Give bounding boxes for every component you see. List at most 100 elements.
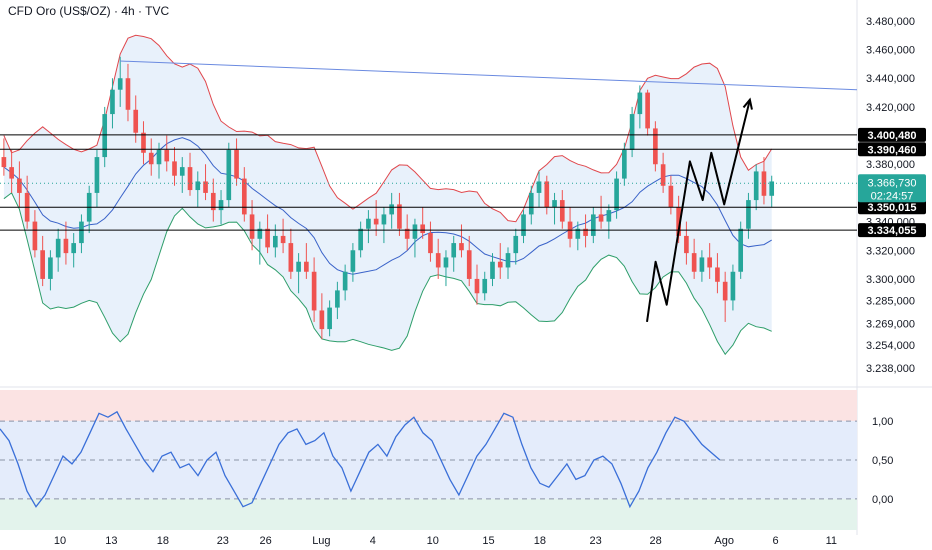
candle [513,228,519,265]
candle-body [536,181,542,193]
candle [583,214,588,248]
candle [769,175,775,208]
candle-body [474,278,480,294]
time-tick-label: 26 [260,535,272,547]
candle [753,164,759,211]
candle-body [102,114,108,158]
candle-body [575,228,581,239]
time-axis: 10 13 18 23 26 Lug 4 10 15 18 23 28 Ago 6 11 [54,535,837,547]
candle-body [614,178,619,211]
candle [71,233,77,268]
candle-body [172,161,177,176]
candle-body [265,228,270,248]
candle-body [141,132,146,153]
candle-body [404,228,410,239]
candle [366,210,371,244]
price-tick-label: 3.460,000 [866,45,915,57]
candle [746,192,751,239]
candle-body [684,235,689,254]
candle [117,56,123,107]
candle [598,195,604,229]
candle [451,235,457,272]
candle [490,253,495,287]
candle [335,281,340,320]
candle [389,192,394,229]
candle [156,142,162,179]
candle [40,235,45,287]
rsi-line [0,410,721,509]
chart-title: CFD Oro (US$/OZ) · 4h · TVC [8,4,170,18]
price-tick-label: 3.440,000 [866,73,915,85]
price-tick-label: 3.480,000 [866,16,915,28]
candle-body [629,114,635,150]
candle-body [257,228,263,239]
candle-body [179,167,185,176]
candle-body [55,238,61,258]
time-tick-label: 10 [54,535,66,547]
candle [637,85,643,129]
candle-body [428,233,433,254]
candle [622,142,627,186]
candle-body [296,261,301,272]
candle [505,247,511,279]
candle-body [218,200,224,211]
candle-body [366,218,371,229]
candle [296,253,301,294]
candle-body [210,192,216,211]
price-tick-label: 3.254,000 [866,340,915,352]
candle-body [753,171,759,201]
candle [684,221,689,265]
candle-body [676,207,681,236]
candle [536,171,542,208]
candle [48,250,53,291]
rsi-band-upper [0,390,857,422]
candle-body [435,253,441,268]
candle-body [226,149,232,201]
candle-body [335,290,340,308]
candle-body [637,92,643,115]
trendline [119,60,858,91]
time-tick-label: 11 [826,535,837,547]
time-tick-label: 18 [157,535,169,547]
candle [606,204,612,239]
price-level-tag-text: 3.334,055 [868,225,917,237]
candle-body [738,228,744,272]
price-tick-label: 3.238,000 [866,363,915,375]
candle-body [707,257,712,268]
bollinger-upper [3,34,773,223]
current-price-countdown: 02:24:57 [871,190,914,202]
rsi-band-lower [0,498,857,530]
candle [195,171,201,208]
candle-body [381,214,387,225]
candle-body [715,267,720,282]
candle-body [622,149,627,179]
candle [79,214,84,254]
candle [110,78,115,129]
price-tick-label: 3.320,000 [866,245,915,257]
candle [730,264,736,311]
candle [707,243,712,279]
bollinger-fill [3,35,772,355]
candle [466,235,472,287]
candle [327,300,332,337]
candle-body [156,149,162,165]
candle-body [598,214,604,222]
time-tick-label: Lug [312,535,330,547]
candle-body [288,243,294,272]
candle [63,221,69,265]
time-tick-label: 13 [105,535,117,547]
candle [590,207,596,244]
candle [653,121,658,172]
rsi-tick-label: 0,50 [872,455,893,467]
candle-body [195,181,201,191]
candle-body [505,253,511,268]
candle-body [420,224,426,234]
candle-body [699,257,705,272]
candle [55,228,61,272]
candle-body [544,181,550,208]
candle-body [358,228,363,251]
candle-body [71,243,77,254]
candle-body [559,200,565,222]
candle [738,221,744,279]
